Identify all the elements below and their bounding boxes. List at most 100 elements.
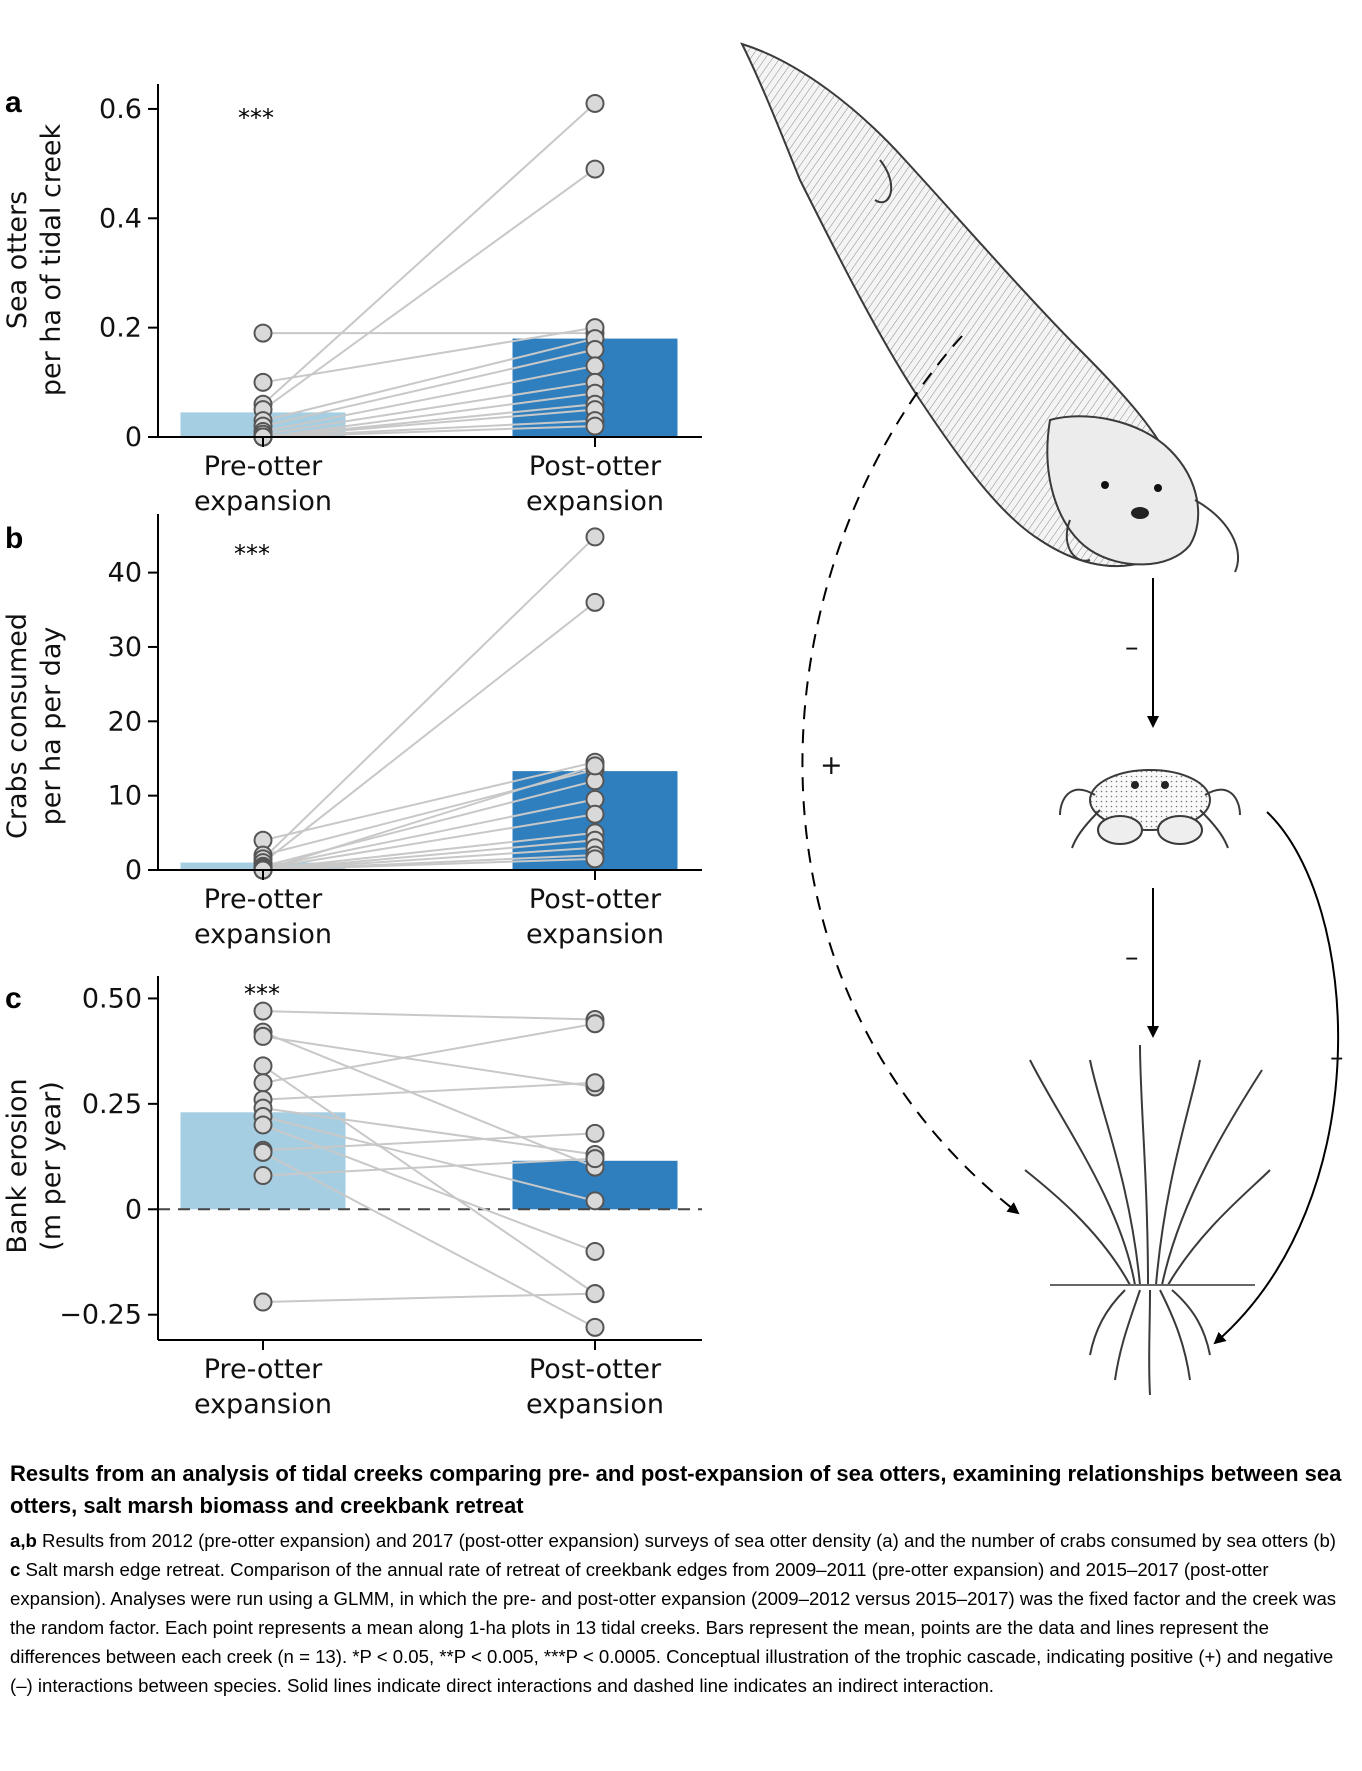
x-tick-label-a-1-1: expansion bbox=[526, 486, 664, 517]
x-tick-label-a-1-0: Post-otter bbox=[529, 451, 662, 482]
point-c-pre-4 bbox=[253, 1073, 273, 1093]
trophic-cascade-diagram: – – – + bbox=[740, 42, 1344, 1396]
pair-line-c-3 bbox=[262, 1065, 596, 1295]
pair-line-b-7 bbox=[262, 831, 596, 871]
point-c-pre-10 bbox=[253, 1142, 273, 1162]
point-b-post-12 bbox=[585, 849, 605, 869]
y-tick-label-a-0: 0 bbox=[125, 422, 142, 453]
point-a-pre-0 bbox=[253, 323, 273, 343]
point-c-post-8 bbox=[585, 1241, 605, 1261]
x-tick-label-c-1-0: Post-otter bbox=[529, 1354, 662, 1385]
significance-stars-a: *** bbox=[238, 104, 274, 132]
chart-c-plot: −0.25 0 0.25 0.50 Pre-otter expansion Post-ott… bbox=[2, 976, 702, 1420]
y-tick-label-b-0: 0 bbox=[125, 855, 142, 886]
pair-line-a-6 bbox=[262, 364, 596, 433]
pair-line-b-2 bbox=[262, 536, 596, 860]
pair-line-c-4 bbox=[262, 1022, 596, 1084]
point-c-pre-8 bbox=[253, 1115, 273, 1135]
y-tick-label-b-1: 10 bbox=[108, 781, 142, 812]
pair-line-c-0 bbox=[262, 1010, 596, 1021]
crab-icon bbox=[1059, 769, 1241, 849]
point-a-pre-1 bbox=[253, 372, 273, 392]
pair-line-c-5 bbox=[262, 1081, 596, 1101]
sign-otter-crab: – bbox=[1125, 632, 1139, 663]
caption-ab-label: a,b bbox=[10, 1530, 37, 1551]
sign-otter-plant: + bbox=[820, 750, 843, 781]
point-c-pre-0 bbox=[253, 1001, 273, 1021]
panel-a: a *** 0 0.2 0.4 0.6 Pre-otter expansion Post-o… bbox=[2, 84, 702, 517]
panel-c: c *** −0.2500.250.50Pre-otterexpansionPo… bbox=[2, 976, 702, 1420]
pair-line-c-1 bbox=[262, 1031, 596, 1169]
caption-c-paragraph: c Salt marsh edge retreat. Comparison of… bbox=[10, 1555, 1355, 1700]
panel-b: b *** 0 10 20 30 40 Pre-otter expansion Post-ot… bbox=[2, 514, 702, 950]
chart-a-plot: 0 0.2 0.4 0.6 Pre-otter expansion Post-otter ex… bbox=[2, 84, 702, 517]
y-axis-label-b-0: Crabs consumed bbox=[2, 613, 33, 839]
point-b-post-11 bbox=[585, 756, 605, 776]
significance-stars-b: *** bbox=[234, 540, 270, 568]
sea-otter-icon bbox=[740, 42, 1240, 573]
point-c-pre-3 bbox=[253, 1056, 273, 1076]
caption-c-text: Salt marsh edge retreat. Comparison of t… bbox=[10, 1559, 1337, 1696]
point-c-post-9 bbox=[585, 1123, 605, 1143]
y-tick-label-c-3: 0.50 bbox=[82, 983, 142, 1014]
point-c-post-12 bbox=[585, 1284, 605, 1304]
caption-ab-paragraph: a,b Results from 2012 (pre-otter expansi… bbox=[10, 1526, 1355, 1555]
point-c-pre-11 bbox=[253, 1166, 273, 1186]
pair-line-b-3 bbox=[262, 601, 596, 864]
point-a-post-6 bbox=[585, 356, 605, 376]
point-c-pre-12 bbox=[253, 1292, 273, 1312]
y-tick-label-a-1: 0.2 bbox=[99, 313, 142, 344]
caption-ab-text: Results from 2012 (pre-otter expansion) … bbox=[36, 1530, 1336, 1551]
panel-letter-c: c bbox=[5, 982, 22, 1015]
point-c-post-11 bbox=[585, 1149, 605, 1169]
pair-line-a-7 bbox=[262, 381, 596, 436]
figure-canvas: a *** 0 0.2 0.4 0.6 Pre-otter expansion Post-o… bbox=[2, 42, 1344, 1420]
pair-line-b-6 bbox=[262, 813, 596, 870]
pair-line-b-11 bbox=[262, 764, 596, 871]
point-a-post-3 bbox=[585, 159, 605, 179]
point-b-post-2 bbox=[585, 527, 605, 547]
y-tick-label-a-3: 0.6 bbox=[99, 94, 142, 125]
arrow-otter-to-plant-indirect bbox=[801, 335, 1020, 1215]
x-tick-label-c-1-1: expansion bbox=[526, 1389, 664, 1420]
arrow-crab-to-plant-curved bbox=[1213, 811, 1340, 1345]
y-tick-label-b-4: 40 bbox=[108, 558, 142, 589]
y-tick-label-b-3: 30 bbox=[108, 632, 142, 663]
y-tick-label-c-2: 0.25 bbox=[82, 1089, 142, 1120]
y-axis-label-b-1: per ha per day bbox=[36, 627, 67, 826]
point-b-post-3 bbox=[585, 592, 605, 612]
pair-line-a-12 bbox=[262, 425, 596, 438]
x-tick-label-c-0-1: expansion bbox=[194, 1389, 332, 1420]
pair-line-a-2 bbox=[262, 102, 596, 405]
pair-line-a-1 bbox=[262, 326, 596, 384]
point-b-post-6 bbox=[585, 804, 605, 824]
y-axis-label-a-1: per ha of tidal creek bbox=[36, 123, 67, 396]
pair-line-a-5 bbox=[262, 348, 596, 428]
x-tick-label-a-0-1: expansion bbox=[194, 486, 332, 517]
pair-line-b-12 bbox=[262, 857, 596, 871]
pair-line-c-6 bbox=[262, 1107, 596, 1156]
point-a-post-12 bbox=[585, 416, 605, 436]
pair-line-a-10 bbox=[262, 408, 596, 438]
panel-letter-a: a bbox=[5, 86, 22, 119]
pair-line-b-0 bbox=[262, 761, 596, 842]
pair-line-a-4 bbox=[262, 337, 596, 422]
x-tick-label-b-0-0: Pre-otter bbox=[204, 884, 323, 915]
pair-line-c-2 bbox=[262, 1035, 596, 1088]
y-axis-label-c-1: (m per year) bbox=[36, 1081, 67, 1251]
y-tick-label-b-2: 20 bbox=[108, 706, 142, 737]
point-a-post-5 bbox=[585, 340, 605, 360]
y-axis-label-c-0: Bank erosion bbox=[2, 1078, 33, 1253]
pair-line-b-5 bbox=[262, 798, 596, 869]
point-c-post-10 bbox=[585, 1317, 605, 1337]
point-c-post-4 bbox=[585, 1014, 605, 1034]
x-tick-label-b-1-1: expansion bbox=[526, 919, 664, 950]
salt-marsh-plant-icon bbox=[1024, 1044, 1271, 1396]
x-tick-label-b-1-0: Post-otter bbox=[529, 884, 662, 915]
pair-line-c-11 bbox=[262, 1157, 596, 1177]
pair-line-c-12 bbox=[262, 1292, 596, 1304]
y-tick-label-c-0: −0.25 bbox=[59, 1300, 142, 1331]
x-tick-label-c-0-0: Pre-otter bbox=[204, 1354, 323, 1385]
pair-line-c-7 bbox=[262, 1115, 596, 1202]
caption-title: Results from an analysis of tidal creeks… bbox=[10, 1461, 1342, 1518]
